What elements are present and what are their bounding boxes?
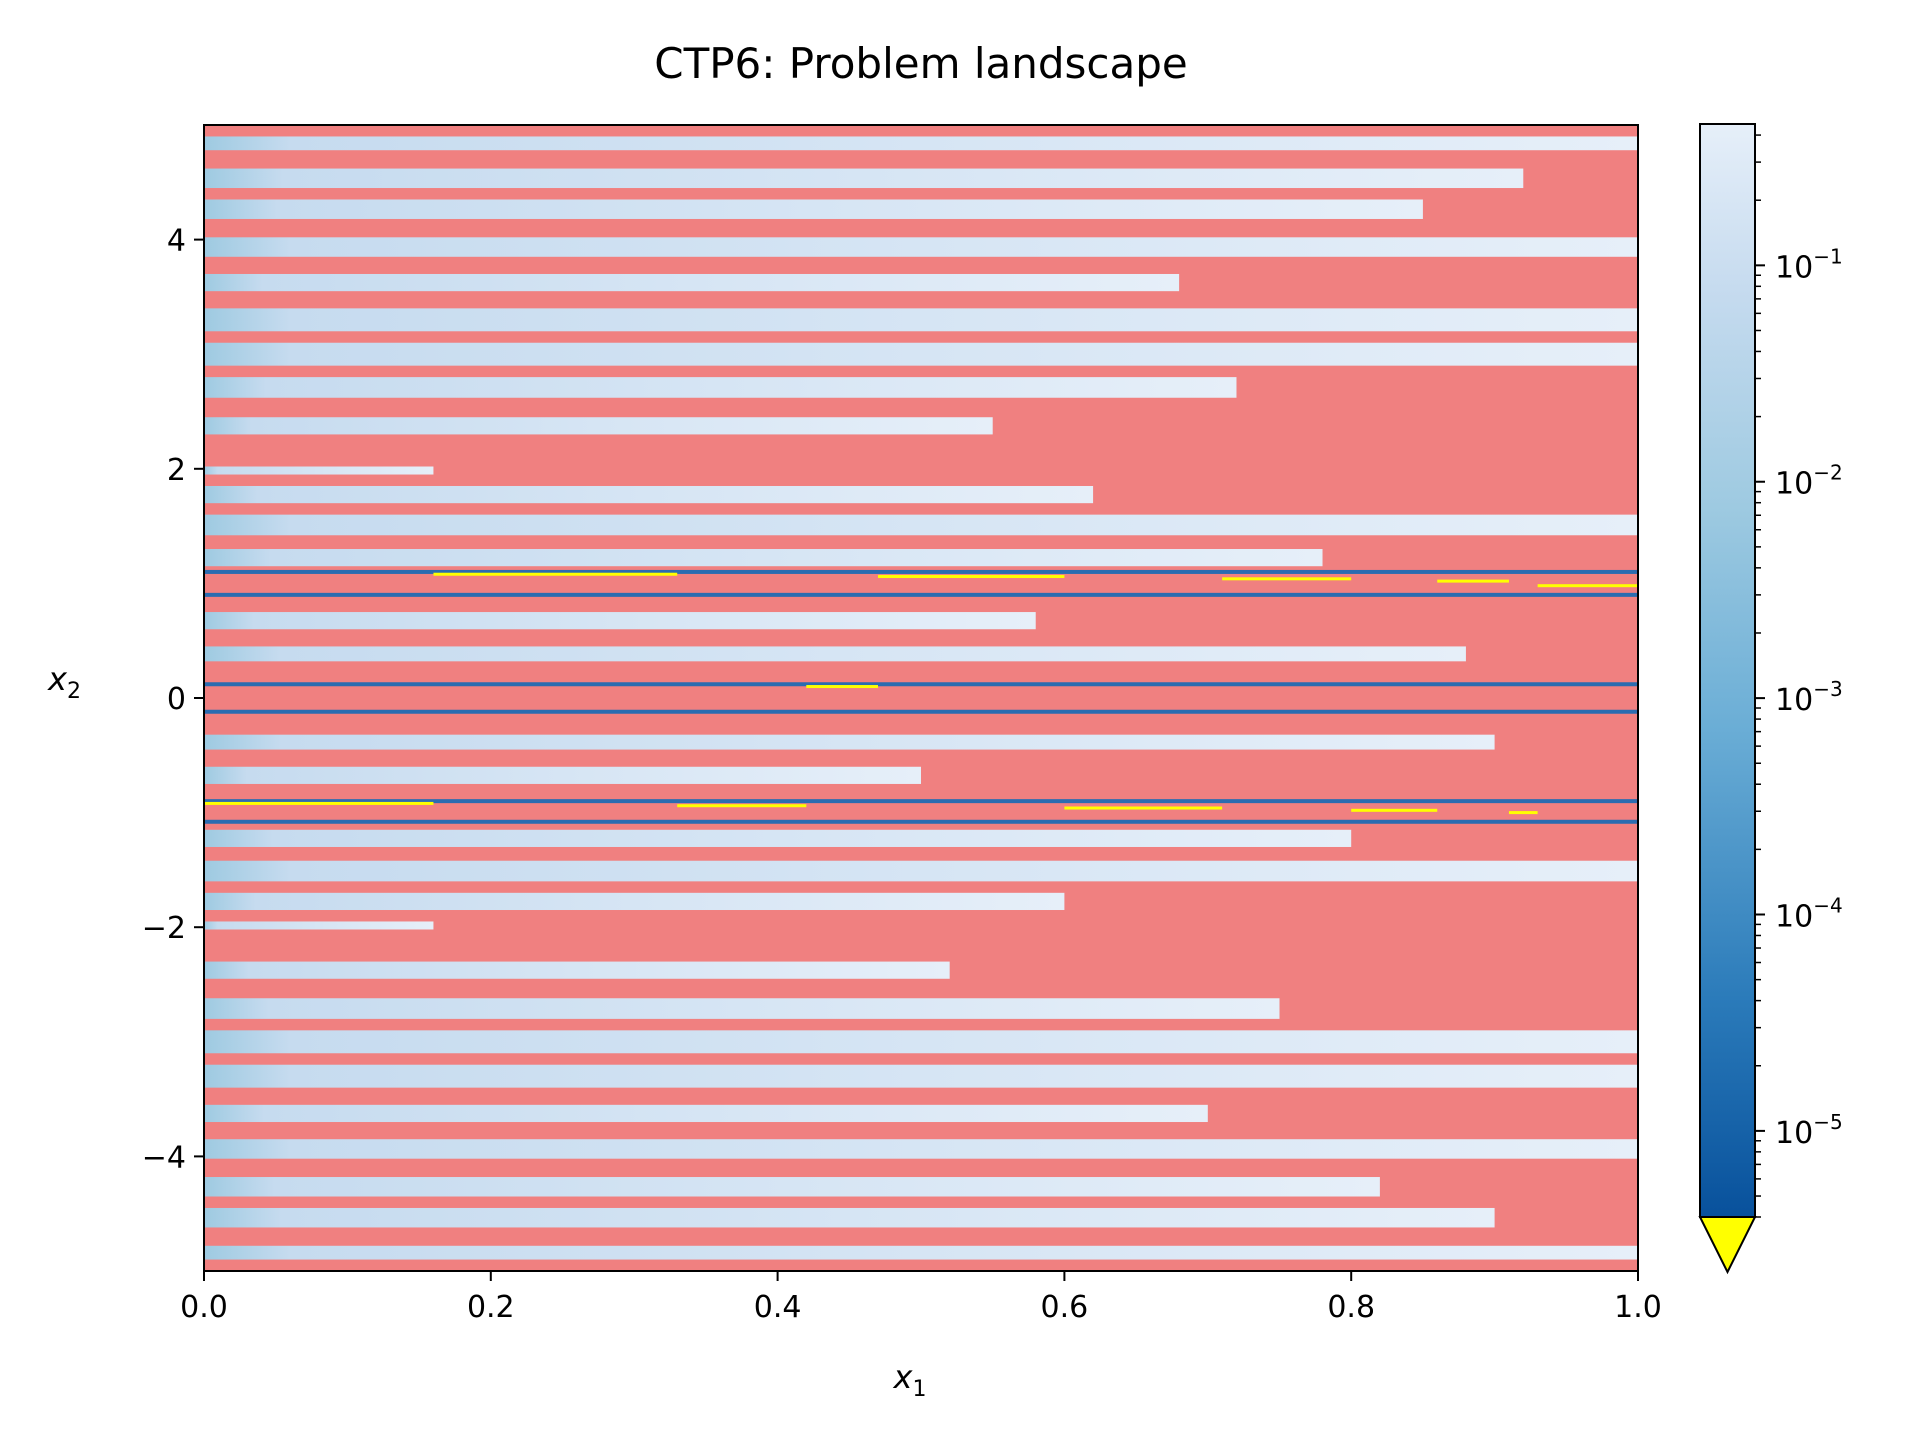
feasible-band-24 (204, 308, 1638, 332)
feasible-band-14 (204, 734, 1495, 750)
colorbar-tick-base-1: 10 (1775, 467, 1813, 502)
feasible-band-23 (204, 342, 1638, 366)
below-range-segment-1 (877, 575, 1065, 579)
feasible-band-6 (204, 1030, 1638, 1054)
feasible-band-15 (204, 646, 1466, 662)
chart-title: CTP6: Problem landscape (654, 39, 1188, 88)
colorbar-tick-label-0: 10−1 (1775, 244, 1843, 285)
below-range-segment-10 (1508, 811, 1538, 815)
x-axis-label: x1 (893, 1358, 927, 1402)
colorbar-tick-exp-2: −3 (1813, 677, 1842, 701)
colorbar-tick-label-4: 10−5 (1775, 1110, 1843, 1151)
x-tick-label-2: 0.4 (754, 1290, 802, 1325)
feasible-band-1 (204, 1207, 1495, 1228)
feasible-band-10 (204, 892, 1065, 911)
feasible-band-17 (204, 549, 1323, 567)
low-value-line-5 (204, 799, 1638, 804)
feasible-band-29 (204, 136, 1638, 151)
colorbar-tick-label-3: 10−4 (1775, 894, 1843, 935)
colorbar-gradient (1700, 124, 1755, 1217)
low-value-line-1 (204, 592, 1638, 597)
feasible-band-9 (204, 921, 434, 930)
below-range-segment-0 (433, 572, 678, 576)
x-tick-label-5: 1.0 (1614, 1290, 1662, 1325)
colorbar-ticks: 10−110−210−310−410−5 (1755, 134, 1843, 1218)
feasible-band-20 (204, 466, 434, 475)
feasible-band-5 (204, 1064, 1638, 1088)
x-axis-label-sub: 1 (912, 1377, 926, 1402)
colorbar-tick-exp-4: −5 (1813, 1110, 1842, 1134)
y-axis-label-sub: 2 (67, 679, 81, 704)
y-tick-label-2: 0 (167, 682, 186, 717)
feasible-band-3 (204, 1139, 1638, 1159)
y-tick-label-0: 4 (167, 224, 186, 259)
x-axis-label-base: x (893, 1358, 914, 1396)
y-axis-label: x2 (47, 660, 81, 704)
colorbar-tick-base-0: 10 (1775, 250, 1813, 285)
infeasible-region (204, 125, 1638, 1271)
low-value-line-2 (204, 682, 1638, 687)
feasible-band-7 (204, 998, 1280, 1019)
colorbar-tick-exp-1: −2 (1813, 461, 1842, 485)
colorbar-frame (1699, 123, 1756, 1218)
plot-area (204, 125, 1638, 1271)
y-tick-label-4: −4 (142, 1140, 186, 1175)
feasible-band-22 (204, 377, 1237, 398)
y-axis-label-base: x (47, 660, 68, 698)
feasible-band-0 (204, 1245, 1638, 1260)
feasible-band-21 (204, 417, 993, 435)
below-range-segment-9 (1351, 808, 1438, 812)
low-value-line-3 (204, 709, 1638, 714)
feasible-band-16 (204, 612, 1036, 630)
below-range-segment-7 (677, 804, 807, 808)
low-value-line-4 (204, 819, 1638, 824)
feasible-band-18 (204, 514, 1638, 536)
colorbar-tick-label-1: 10−2 (1775, 461, 1843, 502)
feasible-band-4 (204, 1104, 1208, 1123)
feasible-band-2 (204, 1177, 1380, 1197)
colorbar: 10−110−210−310−410−5 (1698, 123, 1843, 1275)
below-range-segment-3 (1437, 579, 1509, 583)
below-range-segment-6 (204, 801, 434, 805)
below-range-segment-2 (1222, 577, 1352, 581)
feasible-band-25 (204, 273, 1180, 292)
feasible-band-19 (204, 485, 1094, 504)
feasible-band-26 (204, 237, 1638, 257)
colorbar-tick-exp-3: −4 (1813, 894, 1842, 918)
low-value-line-0 (204, 569, 1638, 574)
x-tick-label-4: 0.8 (1327, 1290, 1375, 1325)
x-tick-label-0: 0.0 (180, 1290, 228, 1325)
x-axis: 0.0 0.2 0.4 0.6 0.8 1.0 (180, 1271, 1662, 1325)
colorbar-tick-base-2: 10 (1775, 683, 1813, 718)
y-tick-label-3: −2 (142, 911, 186, 946)
y-axis: 4 2 0 −2 −4 (142, 224, 204, 1175)
feasible-band-13 (204, 766, 921, 784)
below-range-segment-4 (1537, 584, 1638, 588)
feasible-band-27 (204, 199, 1423, 219)
feasible-band-12 (204, 829, 1352, 847)
x-tick-label-1: 0.2 (467, 1290, 515, 1325)
below-range-segment-8 (1064, 806, 1223, 810)
colorbar-extend-arrow (1698, 1216, 1757, 1275)
x-tick-label-3: 0.6 (1041, 1290, 1089, 1325)
colorbar-tick-exp-0: −1 (1813, 244, 1842, 268)
feasible-band-11 (204, 860, 1638, 882)
feasible-band-28 (204, 168, 1524, 189)
colorbar-tick-base-3: 10 (1775, 900, 1813, 935)
colorbar-tick-base-4: 10 (1775, 1116, 1813, 1151)
below-range-segment-5 (806, 685, 878, 689)
feasible-band-8 (204, 961, 950, 979)
colorbar-tick-label-2: 10−3 (1775, 677, 1843, 718)
y-tick-label-1: 2 (167, 453, 186, 488)
